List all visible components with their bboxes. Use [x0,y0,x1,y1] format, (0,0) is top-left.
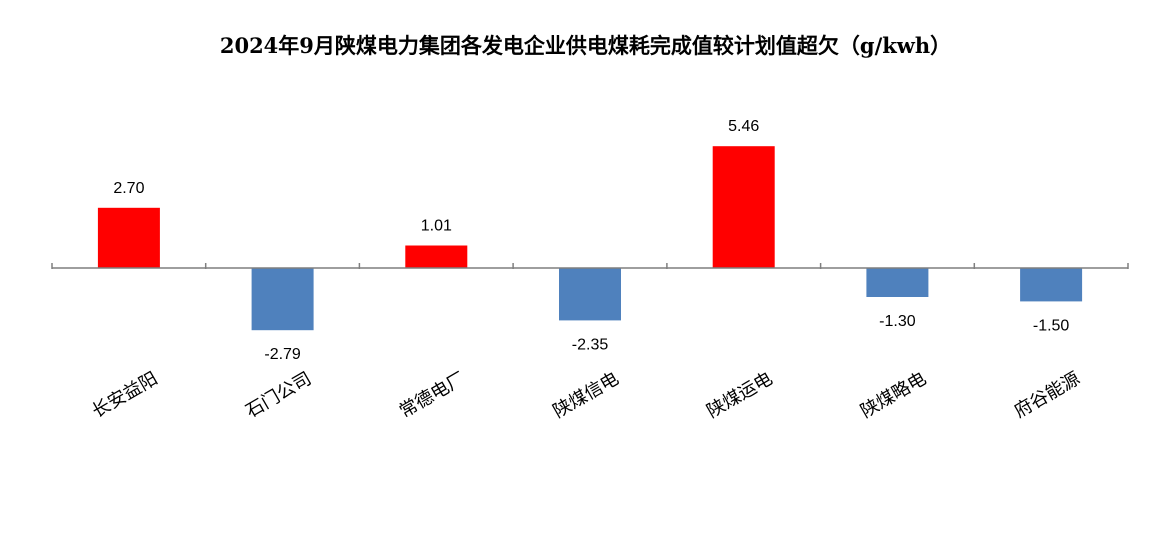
category-label-3: 陕煤信电 [550,368,623,422]
value-labels-group: 2.70 -2.79 1.01 -2.35 5.46 -1.30 -1.50 [113,118,1069,363]
value-label-4: 5.46 [728,118,759,135]
category-label-1: 石门公司 [242,368,315,422]
x-axis [51,263,1129,269]
value-label-1: -2.79 [264,346,301,363]
bar-5 [866,268,929,297]
chart-title: 2024年9月陕煤电力集团各发电企业供电煤耗完成值较计划值超欠（g/kwh） [219,33,952,58]
bar-4 [712,146,775,268]
category-label-0: 长安益阳 [89,368,162,422]
bar-3 [559,268,621,321]
bar-2 [405,245,468,268]
category-label-5: 陕煤略电 [857,368,930,422]
value-label-6: -1.50 [1033,317,1070,334]
category-label-6: 府谷能源 [1011,368,1084,422]
bar-6 [1020,268,1083,302]
category-label-2: 常德电厂 [396,368,469,422]
category-label-4: 陕煤运电 [703,368,776,422]
value-label-0: 2.70 [113,180,144,197]
bars-group [97,146,1083,331]
value-label-2: 1.01 [421,218,452,235]
bar-0 [97,207,160,268]
bar-1 [251,268,314,331]
value-label-3: -2.35 [572,336,609,353]
value-label-5: -1.30 [879,313,916,330]
category-labels-group: 长安益阳 石门公司 常德电厂 陕煤信电 陕煤运电 陕煤略电 府谷能源 [89,368,1084,422]
